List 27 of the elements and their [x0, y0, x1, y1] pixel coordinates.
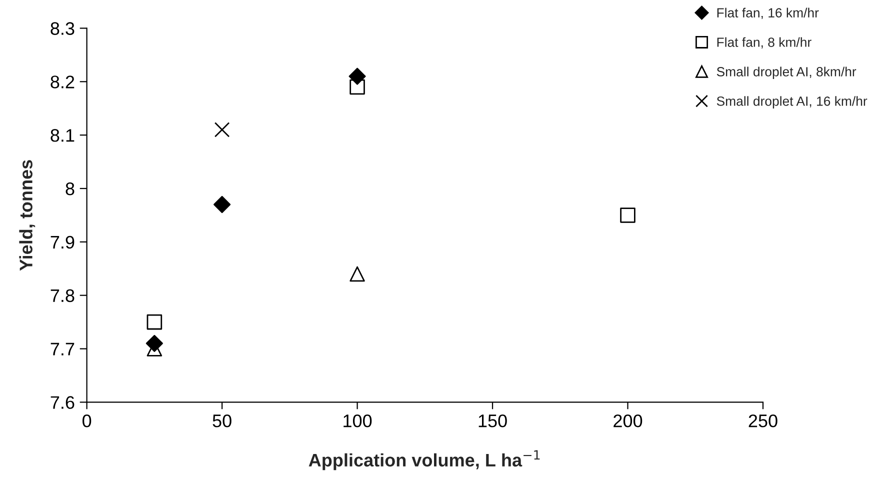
y-axis-title: Yield, tonnes [19, 160, 36, 271]
point [350, 266, 365, 282]
legend-label: Flat fan, 8 km/hr [717, 37, 812, 48]
y-tick-label: 7.7 [50, 342, 74, 356]
x-tick-label: 100 [344, 414, 372, 428]
point [214, 196, 231, 214]
legend-label: Small droplet AI, 16 km/hr [716, 96, 868, 108]
point [348, 68, 366, 85]
legend-label: Small droplet AI, 8km/hr [716, 66, 856, 79]
y-tick-label: 8 [66, 182, 74, 196]
x-tick-label: 150 [478, 414, 507, 428]
point [620, 208, 636, 223]
x-axis-title: Application volume, L ha$^{−1}$ [308, 450, 540, 470]
x-tick-label: 250 [748, 414, 778, 428]
x-tick-label: 50 [212, 414, 232, 428]
x-tick-label: 200 [614, 414, 642, 428]
y-tick-label: 8.1 [50, 129, 74, 142]
point [350, 79, 365, 95]
legend-label: Flat fan, 16 km/hr [717, 8, 819, 20]
point [146, 314, 162, 330]
y-tick-label: 8.2 [50, 76, 74, 88]
point [214, 122, 230, 138]
y-tick-label: 7.6 [50, 396, 74, 409]
y-tick-label: 7.8 [50, 289, 74, 302]
y-tick-label: 7.9 [50, 236, 74, 249]
y-tick-label: 8.3 [50, 22, 74, 35]
x-tick-label: 0 [82, 414, 92, 428]
